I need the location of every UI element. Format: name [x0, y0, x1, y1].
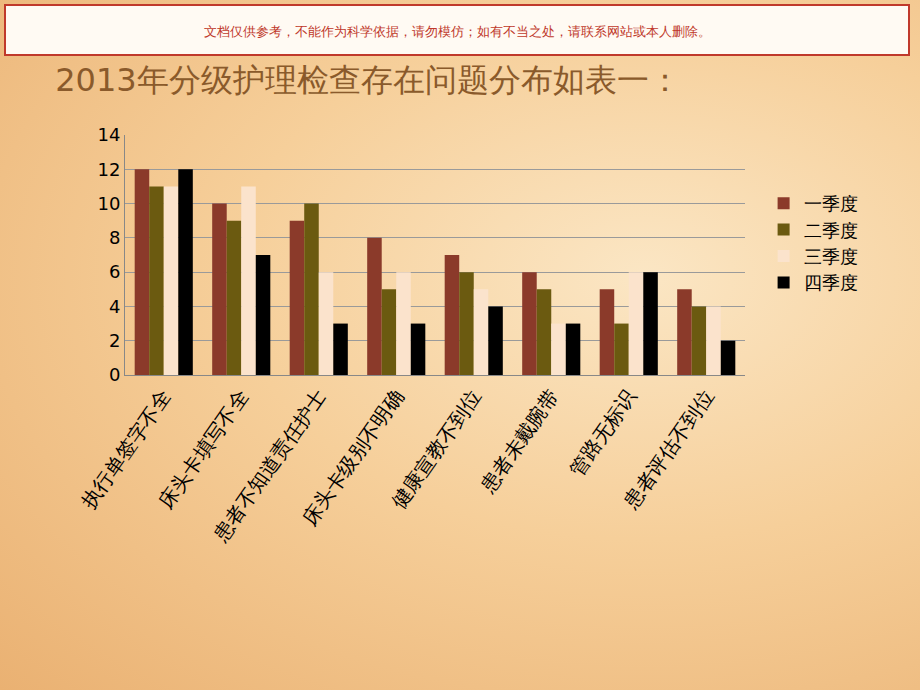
svg-text:执行单签字不全: 执行单签字不全	[76, 385, 176, 513]
svg-text:床头卡填写不全: 床头卡填写不全	[154, 385, 254, 513]
svg-text:6: 6	[109, 261, 120, 282]
svg-text:8: 8	[109, 227, 120, 248]
svg-text:患者不知道责任护士: 患者不知道责任护士	[208, 385, 331, 547]
svg-text:10: 10	[97, 193, 120, 214]
svg-text:三季度: 三季度	[804, 246, 858, 267]
svg-text:2013年分级护理检查存在问题分布如表一：: 2013年分级护理检查存在问题分布如表一：	[55, 61, 680, 99]
svg-text:2: 2	[109, 330, 120, 351]
svg-text:管路无标识: 管路无标识	[564, 385, 641, 481]
svg-text:四季度: 四季度	[804, 272, 858, 293]
html-text:文档仅供参考，不能作为科学依据，请勿模仿；如有不当之处，请联: 文档仅供参考，不能作为科学依据，请勿模仿；如有不当之处，请联系网站或本人删除。	[203, 24, 711, 39]
svg-text:14: 14	[97, 124, 120, 145]
svg-text:12: 12	[97, 159, 120, 180]
svg-text:患者评估不到位: 患者评估不到位	[618, 385, 719, 514]
svg-text:床头卡级别不明确: 床头卡级别不明确	[297, 385, 408, 530]
svg-text:4: 4	[109, 296, 120, 317]
svg-text:0: 0	[109, 364, 120, 385]
svg-text:健康宣教不到位: 健康宣教不到位	[386, 385, 486, 513]
svg-text:二季度: 二季度	[804, 220, 858, 241]
svg-text:一季度: 一季度	[804, 193, 858, 214]
svg-text:患者未戴腕带: 患者未戴腕带	[474, 385, 563, 498]
